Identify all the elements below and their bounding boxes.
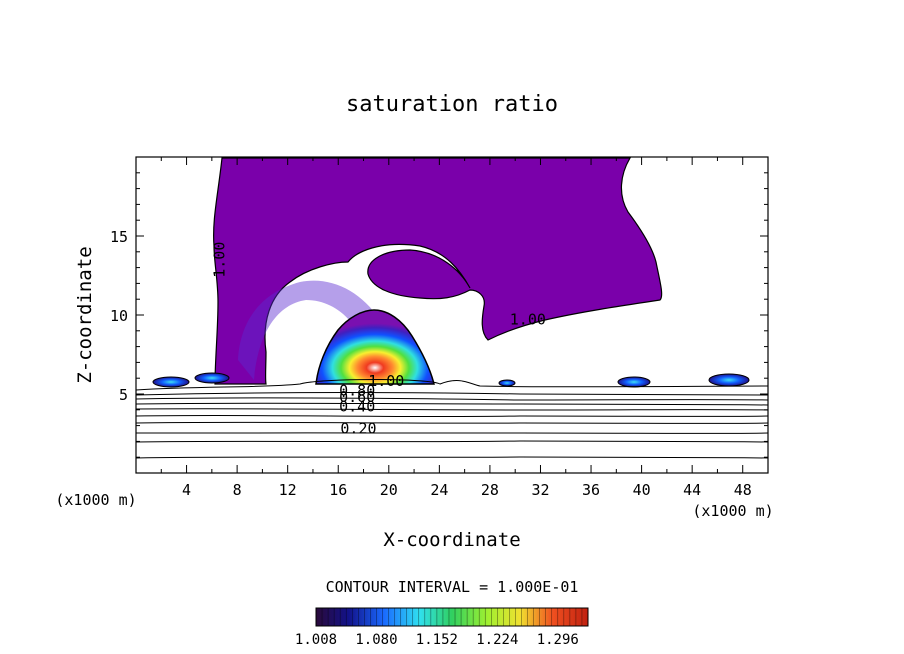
anvil-region (213, 157, 663, 385)
x-tick-label: 36 (582, 481, 600, 499)
contour-lines (136, 379, 768, 459)
x-axis: 4 8 12 16 20 24 28 32 36 40 44 48 (160, 157, 752, 499)
x-tick-label: 24 (430, 481, 448, 499)
contour-label: 1.00 (210, 242, 228, 278)
x-tick-label: 44 (683, 481, 701, 499)
x-tick-label: 28 (481, 481, 499, 499)
contour-label: 1.00 (510, 310, 546, 328)
x-tick-label: 8 (233, 481, 242, 499)
x-tick-label: 16 (329, 481, 347, 499)
x-tick-label: 32 (531, 481, 549, 499)
y-tick-label: 15 (110, 228, 128, 246)
y-tick-label: 5 (119, 386, 128, 404)
updraft-core (315, 309, 435, 385)
colorbar-tick-label: 1.296 (537, 632, 579, 648)
contour-label: 0.60 (339, 388, 375, 406)
contour-label: 1.00 (368, 372, 404, 390)
x-tick-label: 20 (380, 481, 398, 499)
plot-area: 1.001.001.001.000.800.600.400.20 (136, 157, 768, 459)
colorbar-bins (321, 608, 583, 626)
x-unit-right: (x1000 m) (692, 502, 773, 520)
contour-label: 0.80 (339, 382, 375, 400)
cell-x47 (708, 373, 750, 387)
y-axis: 5 10 15 (110, 172, 768, 458)
x-axis-title: X-coordinate (383, 529, 520, 551)
colorbar-tick-label: 1.152 (416, 632, 458, 648)
x-tick-label: 40 (633, 481, 651, 499)
contour-label: 0.20 (340, 420, 376, 438)
cell-x29 (498, 379, 516, 387)
cell-x3 (152, 376, 190, 388)
y-tick-label: 10 (110, 307, 128, 325)
contour-label: 0.40 (339, 397, 375, 415)
cell-x39 (617, 376, 651, 388)
colorbar (315, 607, 589, 627)
y-axis-title: Z-coordinate (74, 246, 96, 383)
x-tick-label: 48 (734, 481, 752, 499)
x-tick-label: 4 (182, 481, 191, 499)
chart-title: saturation ratio (346, 92, 558, 117)
colorbar-tick-label: 1.080 (355, 632, 397, 648)
x-unit-left: (x1000 m) (55, 491, 136, 509)
contour-interval-label: CONTOUR INTERVAL = 1.000E-01 (326, 578, 579, 596)
colorbar-tick-label: 1.008 (295, 632, 337, 648)
colorbar-tick-label: 1.224 (476, 632, 518, 648)
x-tick-label: 12 (279, 481, 297, 499)
colorbar-ticks: 1.008 1.080 1.152 1.224 1.296 (295, 632, 579, 648)
cell-x6 (194, 372, 230, 384)
